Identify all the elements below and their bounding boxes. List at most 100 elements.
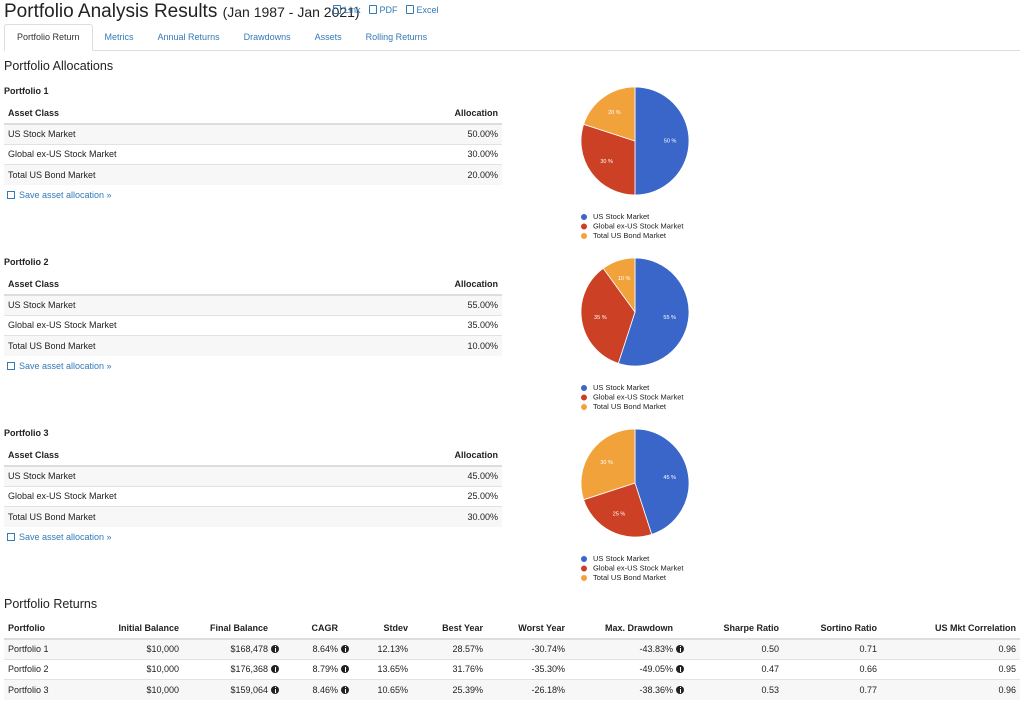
table-cell: $10,000 — [100, 658, 183, 680]
save-link[interactable]: Save asset allocation » — [7, 532, 112, 542]
table-cell: 10.00% — [253, 335, 502, 356]
cell-value: -30.74% — [531, 644, 565, 654]
table-cell: US Stock Market — [4, 465, 253, 486]
table-cell: $159,064 — [183, 679, 283, 700]
legend-label[interactable]: US Stock Market — [593, 554, 650, 563]
tab[interactable]: Annual Returns — [157, 32, 220, 42]
cell-value: 25.39% — [452, 685, 483, 695]
table-cell: 30.00% — [253, 143, 502, 165]
tab[interactable]: Rolling Returns — [365, 32, 428, 42]
cell-value: -26.18% — [531, 685, 565, 695]
table-cell: -35.30% — [487, 658, 569, 680]
header-row: Asset Class Allocation — [4, 274, 502, 296]
tab[interactable]: Portfolio Return — [4, 24, 93, 51]
save-link[interactable]: Save asset allocation » — [7, 361, 112, 371]
tab[interactable]: Drawdowns — [243, 32, 291, 42]
legend-label[interactable]: US Stock Market — [593, 383, 650, 392]
legend-swatch — [581, 556, 587, 562]
legend-label[interactable]: Global ex-US Stock Market — [593, 221, 684, 230]
info-icon[interactable] — [271, 665, 279, 674]
column-header: Initial Balance — [100, 618, 183, 640]
cell-value: 0.66 — [859, 664, 877, 675]
header-row: Asset Class Allocation — [4, 445, 502, 467]
legend-swatch — [581, 575, 587, 581]
legend-swatch — [581, 394, 587, 401]
legend-label[interactable]: Total US Bond Market — [593, 402, 667, 411]
column-header: Asset Class — [4, 103, 253, 125]
column-header: Final Balance — [183, 618, 283, 640]
slice-label: 35 % — [594, 315, 607, 321]
info-icon[interactable] — [341, 665, 349, 674]
export-link[interactable]: Excel — [406, 5, 439, 15]
cell-value: 0.77 — [859, 685, 877, 695]
cell-value: 0.95 — [998, 664, 1016, 675]
table-row: Portfolio 3 $10,000 $159,064 8.46% 10.65% 25.… — [4, 679, 1020, 700]
legend-label[interactable]: US Stock Market — [593, 212, 650, 221]
cell-value: 12.13% — [377, 644, 408, 654]
cell-value: 13.65% — [377, 664, 408, 675]
cell-value: -35.30% — [531, 664, 565, 675]
table-cell: -26.18% — [487, 679, 569, 700]
info-icon[interactable] — [676, 686, 684, 694]
legend-label[interactable]: Total US Bond Market — [593, 573, 667, 582]
info-icon[interactable] — [676, 665, 684, 674]
tab[interactable]: Metrics — [104, 32, 134, 42]
section-title: Portfolio Allocations — [4, 59, 114, 73]
legend-label[interactable]: Total US Bond Market — [593, 231, 667, 240]
table-row: Total US Bond Market 10.00% — [4, 335, 502, 356]
pie-slice — [580, 267, 636, 364]
export-link[interactable]: PDF — [369, 5, 398, 15]
table-cell: $176,368 — [183, 658, 283, 680]
table-cell: Portfolio 2 — [4, 658, 100, 680]
table-row: Total US Bond Market 30.00% — [4, 506, 502, 527]
info-icon[interactable] — [676, 645, 684, 653]
allocation-table: Asset Class Allocation US Stock Market 45.0… — [4, 445, 502, 527]
table-cell: 8.46% — [283, 679, 353, 700]
legend-swatch — [581, 233, 587, 239]
cell-value: 0.71 — [859, 644, 877, 654]
cell-value: 0.50 — [761, 644, 779, 654]
table-cell: $10,000 — [100, 679, 183, 700]
cell-value: Portfolio 1 — [8, 644, 49, 654]
column-header: Max. Drawdown — [569, 618, 688, 640]
column-header: Sharpe Ratio — [688, 618, 783, 640]
table-cell: 55.00% — [253, 294, 502, 315]
export-links: Link PDF Excel — [333, 5, 447, 15]
info-icon[interactable] — [341, 686, 349, 694]
cell-value: -38.36% — [639, 685, 673, 695]
cell-value: -43.83% — [639, 644, 673, 654]
table-cell: 35.00% — [253, 314, 502, 336]
slice-label: 50 % — [664, 138, 677, 144]
cell-value: 8.64% — [312, 644, 338, 654]
table-cell: 0.53 — [688, 679, 783, 700]
table-cell: Total US Bond Market — [4, 164, 253, 185]
save-link[interactable]: Save asset allocation » — [7, 190, 112, 200]
table-cell: 0.96 — [881, 638, 1020, 659]
info-icon[interactable] — [271, 686, 279, 694]
legend-swatch — [581, 214, 587, 220]
legend-label[interactable]: Global ex-US Stock Market — [593, 392, 684, 401]
table-cell: Global ex-US Stock Market — [4, 143, 253, 165]
legend-label[interactable]: Global ex-US Stock Market — [593, 563, 684, 572]
info-icon[interactable] — [341, 645, 349, 653]
header-row: Portfolio Initial Balance Final Balance CAG… — [4, 618, 1020, 640]
table-cell: -38.36% — [569, 679, 688, 700]
pie-slice — [634, 86, 690, 196]
legend-swatch — [581, 565, 587, 572]
tab[interactable]: Assets — [314, 32, 342, 42]
portfolio-name: Portfolio 2 — [4, 257, 49, 267]
portfolio-name: Portfolio 3 — [4, 428, 49, 438]
table-row: US Stock Market 55.00% — [4, 294, 502, 315]
table-cell: 13.65% — [353, 658, 412, 680]
column-header: Stdev — [353, 618, 412, 640]
cell-value: Portfolio 2 — [8, 664, 49, 675]
table-cell: Portfolio 3 — [4, 679, 100, 700]
cell-value: 8.46% — [312, 685, 338, 695]
portfolio-name: Portfolio 1 — [4, 86, 49, 96]
info-icon[interactable] — [271, 645, 279, 653]
table-cell: 0.77 — [783, 679, 881, 700]
export-link[interactable]: Link — [333, 5, 361, 15]
pie-slice — [580, 428, 636, 501]
cell-value: 0.96 — [998, 644, 1016, 654]
